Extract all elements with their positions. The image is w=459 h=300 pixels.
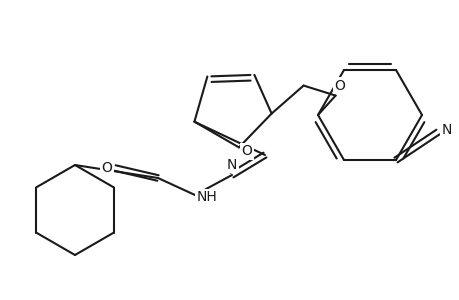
Text: O: O	[241, 144, 252, 158]
Text: N: N	[441, 123, 451, 137]
Text: O: O	[333, 79, 344, 93]
Text: O: O	[101, 161, 112, 175]
Text: NH: NH	[196, 190, 217, 204]
Text: N: N	[226, 158, 237, 172]
